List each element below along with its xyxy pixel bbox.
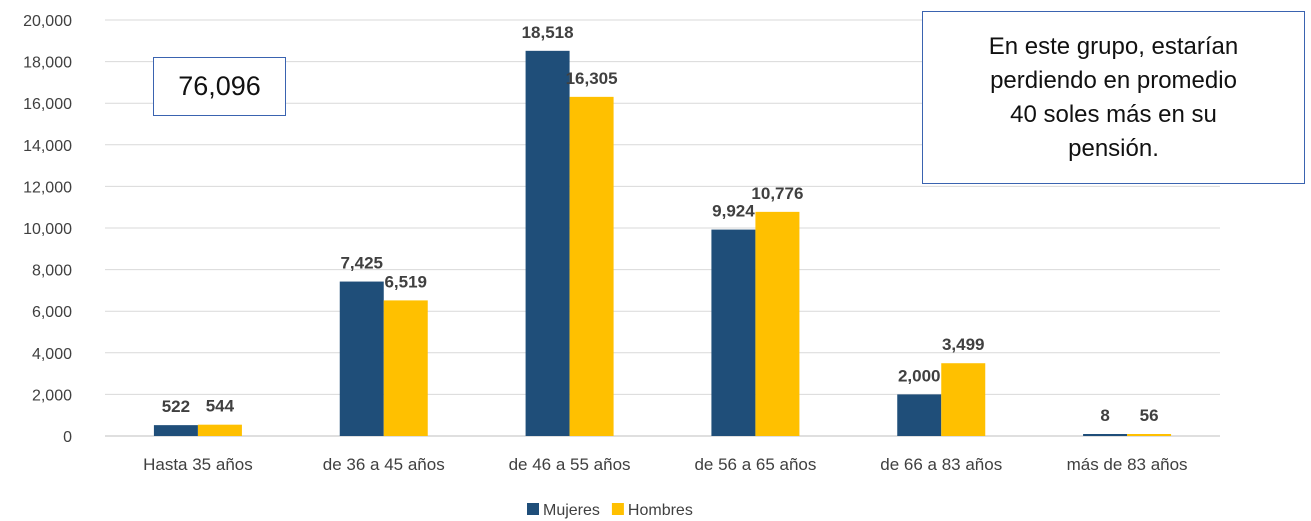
data-label-mujeres-4: 2,000 bbox=[898, 366, 941, 385]
x-category-label: de 46 a 55 años bbox=[509, 455, 631, 474]
data-label-hombres-3: 10,776 bbox=[751, 184, 803, 203]
bar-hombres-2 bbox=[569, 96, 614, 436]
y-tick-label: 4,000 bbox=[32, 346, 72, 363]
y-tick-label: 0 bbox=[63, 429, 72, 446]
y-axis-ticks: 0 2,000 4,000 6,000 8,000 10,000 12,000 14,000 1… bbox=[23, 13, 72, 446]
data-label-mujeres-1: 7,425 bbox=[340, 254, 383, 273]
data-label-mujeres-3: 9,924 bbox=[712, 202, 755, 221]
x-category-label: Hasta 35 años bbox=[143, 455, 253, 474]
bar-mujeres-4 bbox=[897, 394, 942, 436]
bar-hombres-0 bbox=[197, 424, 242, 436]
bars bbox=[153, 50, 1172, 437]
y-tick-label: 2,000 bbox=[32, 387, 72, 404]
data-label-hombres-4: 3,499 bbox=[942, 335, 985, 354]
note-annotation-box: En este grupo, estarían perdiendo en pro… bbox=[922, 11, 1305, 184]
legend-swatch-mujeres bbox=[527, 503, 539, 515]
note-line-1: En este grupo, estarían bbox=[988, 33, 1239, 60]
y-tick-label: 16,000 bbox=[23, 96, 72, 113]
data-label-mujeres-0: 522 bbox=[162, 397, 190, 416]
data-label-hombres-2: 16,305 bbox=[566, 69, 618, 88]
legend: Mujeres Hombres bbox=[527, 502, 693, 519]
x-category-label: de 66 a 83 años bbox=[880, 455, 1002, 474]
total-annotation-box: 76,096 bbox=[153, 57, 286, 116]
bar-hombres-4 bbox=[941, 363, 986, 436]
bar-mujeres-0 bbox=[153, 425, 198, 436]
legend-label-mujeres: Mujeres bbox=[543, 502, 600, 519]
note-line-2: perdiendo en promedio bbox=[990, 67, 1237, 94]
bar-hombres-3 bbox=[755, 211, 800, 436]
bar-mujeres-5 bbox=[1083, 434, 1128, 436]
total-annotation-text: 76,096 bbox=[178, 71, 261, 101]
bar-mujeres-2 bbox=[525, 50, 570, 437]
note-line-3: 40 soles más en su bbox=[1010, 101, 1217, 128]
x-category-label: más de 83 años bbox=[1067, 455, 1188, 474]
legend-label-hombres: Hombres bbox=[628, 502, 693, 519]
y-tick-label: 18,000 bbox=[23, 55, 72, 72]
note-line-4: pensión. bbox=[1068, 135, 1159, 162]
y-tick-label: 12,000 bbox=[23, 179, 72, 196]
y-tick-label: 20,000 bbox=[23, 13, 72, 30]
x-category-label: de 36 a 45 años bbox=[323, 455, 445, 474]
data-label-hombres-0: 544 bbox=[206, 397, 235, 416]
bar-mujeres-1 bbox=[339, 281, 384, 436]
y-tick-label: 6,000 bbox=[32, 304, 72, 321]
legend-swatch-hombres bbox=[611, 503, 624, 515]
y-tick-label: 8,000 bbox=[32, 263, 72, 280]
data-label-mujeres-5: 8 bbox=[1100, 406, 1109, 425]
y-tick-label: 10,000 bbox=[23, 221, 72, 238]
bar-hombres-5 bbox=[1127, 434, 1172, 436]
bar-hombres-1 bbox=[383, 300, 428, 436]
y-tick-label: 14,000 bbox=[23, 138, 72, 155]
data-label-mujeres-2: 18,518 bbox=[522, 23, 574, 42]
data-label-hombres-1: 6,519 bbox=[384, 272, 427, 291]
data-label-hombres-5: 56 bbox=[1140, 406, 1159, 425]
x-axis-categories: Hasta 35 años de 36 a 45 años de 46 a 55 a… bbox=[143, 455, 1187, 474]
bar-mujeres-3 bbox=[711, 229, 756, 436]
x-category-label: de 56 a 65 años bbox=[694, 455, 816, 474]
